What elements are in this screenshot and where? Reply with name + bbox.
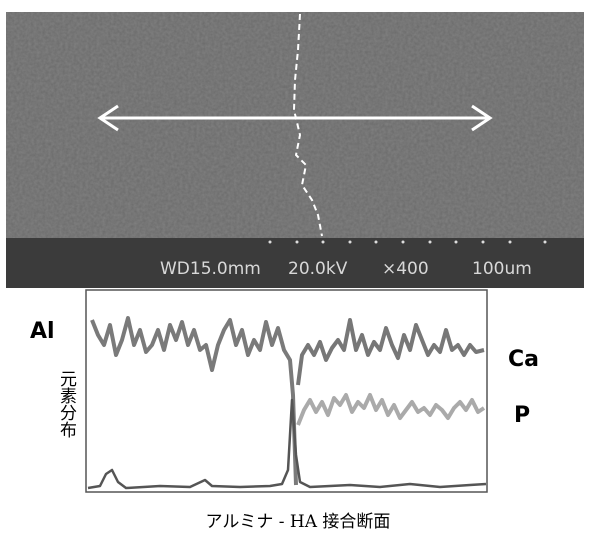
scan-arrow <box>97 104 493 132</box>
sem-info: 100um <box>472 259 532 279</box>
axis-label: 元素分布 <box>56 370 77 438</box>
al-trace <box>90 316 298 486</box>
profile-frame <box>85 289 488 493</box>
p-trace <box>296 393 486 426</box>
sem-info-bar <box>6 238 584 288</box>
sem-info: 20.0kV <box>288 259 348 279</box>
sem-info: ×400 <box>382 259 429 279</box>
baseline-trace <box>87 398 487 490</box>
interface-line <box>292 13 323 237</box>
ca-label: Ca <box>508 347 539 372</box>
p-label: P <box>514 403 530 428</box>
scale-dots <box>268 240 547 244</box>
al-label: Al <box>30 319 55 344</box>
sem-texture <box>6 12 584 238</box>
ca-trace <box>296 318 485 386</box>
sem-info: WD15.0mm <box>160 259 261 279</box>
caption: アルミナ - HA 接合断面 <box>206 512 391 532</box>
profile-traces <box>87 316 487 490</box>
